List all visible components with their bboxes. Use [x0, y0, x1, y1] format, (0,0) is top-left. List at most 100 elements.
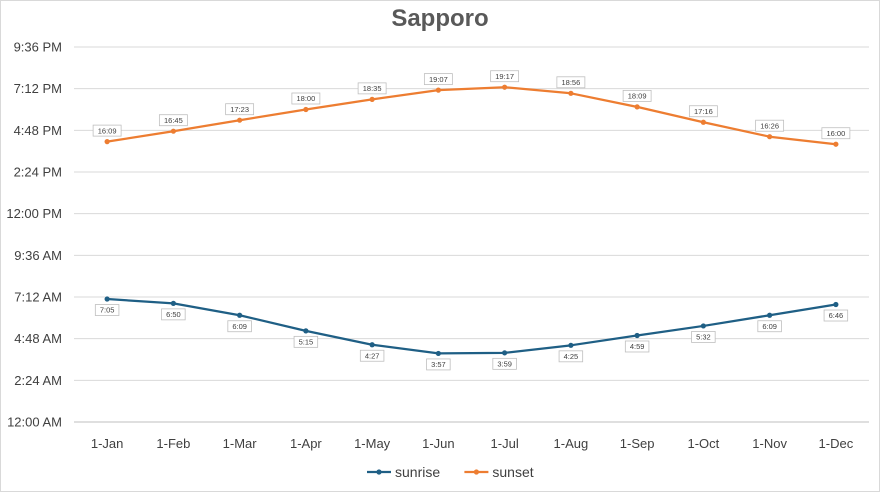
- sunrise-label-box: [492, 357, 517, 370]
- sunrise-label-box: [94, 304, 120, 316]
- sunrise-data-label: 6:50: [166, 310, 181, 319]
- sunrise-point: [369, 342, 375, 348]
- sunrise-point: [303, 328, 309, 334]
- sunrise-point: [237, 312, 243, 318]
- x-tick-label: 1-May: [354, 436, 391, 451]
- x-tick-label: 1-Apr: [290, 436, 322, 451]
- sunrise-label-box: [359, 349, 385, 362]
- sunrise-label-box: [558, 350, 584, 363]
- sunrise-point: [170, 300, 176, 306]
- sunrise-label-box: [293, 335, 319, 348]
- x-tick-label: 1-Jan: [91, 436, 124, 451]
- sunset-data-label: 16:00: [826, 129, 845, 138]
- sunset-data-label: 18:00: [296, 94, 315, 103]
- sunset-data-label: 16:45: [164, 116, 183, 125]
- sunrise-point: [833, 301, 839, 308]
- x-tick-label: 1-Dec: [819, 436, 854, 451]
- y-tick-label: 2:24 AM: [14, 373, 62, 388]
- sunset-point: [104, 139, 110, 145]
- sunset-point: [303, 106, 309, 113]
- y-tick-label: 7:12 PM: [14, 81, 62, 96]
- sunset-label-box: [821, 127, 851, 140]
- y-tick-label: 4:48 PM: [14, 123, 62, 138]
- sunrise-data-label: 4:25: [564, 352, 579, 361]
- x-tick-label: 1-Sep: [620, 436, 655, 451]
- sunset-data-label: 16:09: [98, 126, 117, 135]
- y-tick-label: 7:12 AM: [14, 290, 62, 305]
- x-tick-label: 1-Feb: [156, 436, 190, 451]
- sunset-point: [170, 128, 176, 134]
- sunset-data-label: 17:16: [694, 107, 713, 116]
- sunset-label-box: [357, 82, 387, 95]
- sunset-line: [106, 86, 837, 146]
- sunrise-data-label: 7:05: [100, 306, 115, 315]
- sunset-data-label: 19:17: [495, 72, 514, 81]
- sunrise-label-box: [691, 331, 716, 343]
- sunrise-data-label: 3:59: [497, 360, 512, 369]
- sunrise-data-label: 4:59: [630, 342, 645, 351]
- sunset-label-box: [291, 92, 321, 105]
- sunrise-point: [502, 350, 508, 356]
- sunrise-point: [634, 332, 640, 339]
- sunset-point: [502, 84, 508, 90]
- sunrise-point: [767, 312, 773, 318]
- sunrise-label-box: [624, 340, 650, 353]
- legend-marker-sunset: [473, 469, 479, 475]
- sunset-label-box: [755, 119, 785, 132]
- legend-entry-sunset: sunset: [492, 464, 533, 480]
- x-tick-label: 1-Oct: [687, 436, 719, 451]
- sunset-label-box: [225, 103, 255, 116]
- sunset-point: [700, 119, 706, 125]
- sunset-point: [435, 87, 441, 93]
- y-tick-label: 12:00 PM: [6, 206, 62, 221]
- sunset-data-label: 17:23: [230, 105, 249, 114]
- sunset-label-box: [490, 70, 520, 83]
- sunset-data-label: 19:07: [429, 75, 448, 84]
- sunrise-label-box: [161, 308, 186, 321]
- sunrise-point: [104, 296, 110, 302]
- sunrise-data-label: 3:57: [431, 360, 446, 369]
- sunset-point: [767, 134, 773, 140]
- sunrise-data-label: 5:32: [696, 333, 711, 342]
- sunset-data-label: 18:56: [561, 78, 580, 87]
- sunrise-data-label: 5:15: [299, 338, 314, 347]
- sunrise-label-box: [823, 309, 849, 322]
- legend-entry-sunrise: sunrise: [395, 464, 440, 480]
- x-tick-label: 1-Aug: [554, 436, 589, 451]
- sunset-point: [237, 117, 243, 123]
- sunset-label-box: [688, 105, 718, 118]
- sunrise-label-box: [227, 320, 252, 333]
- x-tick-label: 1-Jun: [422, 436, 455, 451]
- sunrise-line: [107, 297, 837, 355]
- sunset-point: [634, 104, 640, 110]
- sunrise-data-label: 6:09: [232, 322, 247, 331]
- y-tick-label: 9:36 PM: [14, 40, 62, 55]
- sunrise-data-label: 6:46: [829, 311, 844, 320]
- y-tick-label: 4:48 AM: [14, 331, 62, 346]
- sunset-label-box: [622, 89, 652, 102]
- sunset-data-label: 18:09: [628, 92, 647, 101]
- y-tick-label: 9:36 AM: [14, 248, 62, 263]
- sunset-point: [568, 90, 574, 96]
- sunrise-point: [435, 350, 441, 357]
- chart-title: Sapporo: [391, 5, 489, 32]
- sunset-label-box: [158, 114, 188, 127]
- sunset-point: [369, 96, 375, 102]
- sunrise-label-box: [757, 320, 782, 333]
- sunrise-label-box: [426, 358, 451, 371]
- sunset-label-box: [423, 73, 453, 86]
- x-tick-label: 1-Mar: [223, 436, 258, 451]
- sunset-data-label: 18:35: [363, 84, 382, 93]
- sunset-data-label: 16:26: [760, 121, 779, 130]
- sunset-label-box: [92, 124, 122, 137]
- sunset-point: [833, 141, 839, 147]
- x-tick-label: 1-Nov: [752, 436, 787, 451]
- sunrise-data-label: 6:09: [762, 322, 777, 331]
- y-tick-label: 2:24 PM: [14, 165, 62, 180]
- sunrise-data-label: 4:27: [365, 351, 380, 360]
- sunset-label-box: [556, 76, 586, 89]
- y-tick-label: 12:00 AM: [7, 415, 62, 430]
- sunrise-point: [700, 323, 706, 329]
